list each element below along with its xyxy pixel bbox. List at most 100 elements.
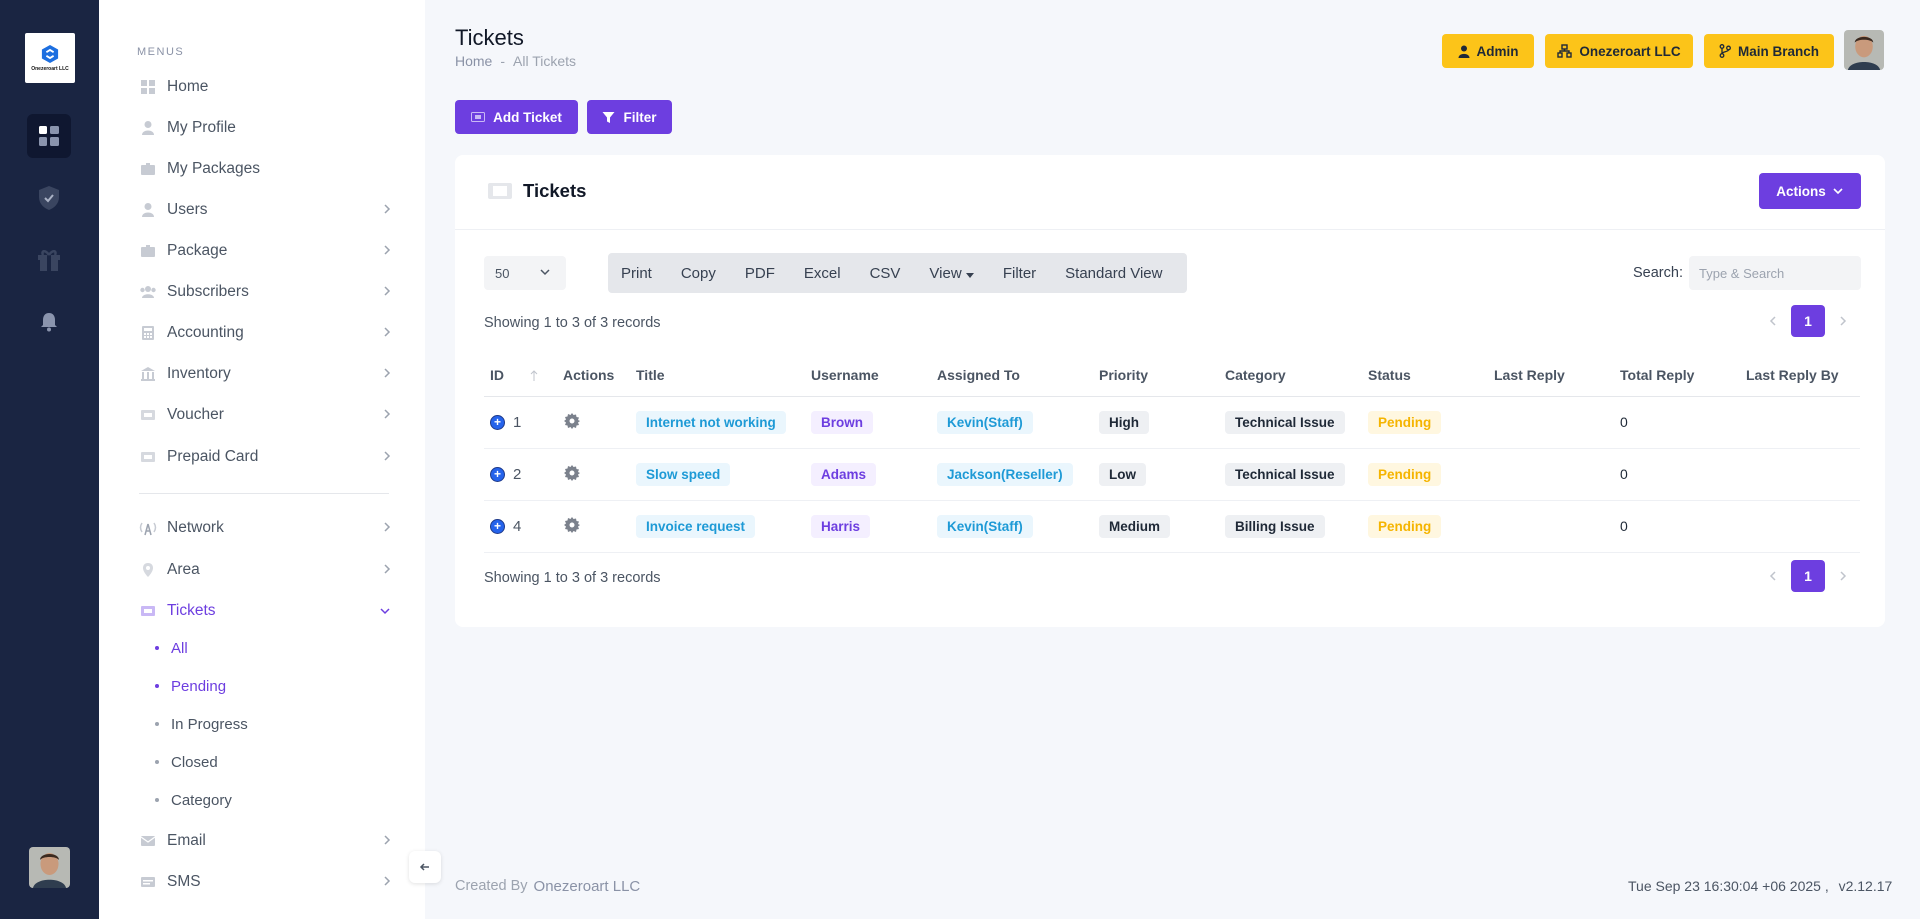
column-header-title[interactable]: Title xyxy=(630,354,805,397)
gear-icon[interactable] xyxy=(563,464,581,482)
excel-button[interactable]: Excel xyxy=(803,264,841,282)
prev-page-button[interactable] xyxy=(1755,559,1791,593)
ticket-id: 1 xyxy=(513,413,522,431)
admin-button[interactable]: Admin xyxy=(1442,34,1534,68)
status-cell: Pending xyxy=(1362,448,1488,501)
footer-company-link[interactable]: Onezeroart LLC xyxy=(533,878,641,895)
column-header-status[interactable]: Status xyxy=(1362,354,1488,397)
ticket-icon xyxy=(471,112,486,122)
tickets-sub-closed[interactable]: Closed xyxy=(155,751,218,773)
sidebar-item-subscribers[interactable]: Subscribers xyxy=(139,279,391,305)
breadcrumb-separator: - xyxy=(500,53,506,69)
column-header-priority[interactable]: Priority xyxy=(1093,354,1219,397)
avatar-image xyxy=(1844,30,1884,70)
next-page-button[interactable] xyxy=(1825,559,1861,593)
expand-row-icon[interactable]: + xyxy=(490,518,505,534)
chevron-right-icon xyxy=(384,835,391,845)
print-button[interactable]: Print xyxy=(621,264,652,282)
tickets-sub-in-progress[interactable]: In Progress xyxy=(155,713,248,735)
rail-security-button[interactable] xyxy=(27,176,71,220)
search-input[interactable] xyxy=(1689,256,1861,290)
tickets-sub-pending[interactable]: Pending xyxy=(155,675,226,697)
pdf-button[interactable]: PDF xyxy=(744,264,775,282)
user-icon xyxy=(139,201,157,219)
collapse-sidebar-button[interactable] xyxy=(409,851,441,883)
page-number-button[interactable]: 1 xyxy=(1791,560,1825,592)
column-header-last-reply[interactable]: Last Reply xyxy=(1488,354,1614,397)
branch-button[interactable]: Main Branch xyxy=(1704,34,1834,68)
prev-page-button[interactable] xyxy=(1755,304,1791,338)
sub-item-label: Pending xyxy=(171,677,227,695)
column-header-total-reply[interactable]: Total Reply xyxy=(1614,354,1740,397)
calculator-icon xyxy=(139,324,157,342)
ticket-title-link[interactable]: Slow speed xyxy=(636,462,731,486)
sidebar-item-label: Prepaid Card xyxy=(167,448,259,465)
gear-icon[interactable] xyxy=(563,516,581,534)
rail-gift-button[interactable] xyxy=(27,238,71,282)
column-header-last-reply-by[interactable]: Last Reply By xyxy=(1740,354,1860,397)
sidebar-item-accounting[interactable]: Accounting xyxy=(139,320,391,346)
page-number-button[interactable]: 1 xyxy=(1791,305,1825,337)
tickets-sub-category[interactable]: Category xyxy=(155,789,232,811)
pagination-top: 1 xyxy=(1755,304,1861,338)
tickets-table: ID Actions Title Username Assigned To Pr… xyxy=(484,354,1860,553)
standard-view-button[interactable]: Standard View xyxy=(1065,264,1163,282)
rail-notifications-button[interactable] xyxy=(27,300,71,344)
pagination-bottom: 1 xyxy=(1755,559,1861,593)
csv-button[interactable]: CSV xyxy=(869,264,901,282)
users-icon xyxy=(139,283,157,301)
sidebar-item-inventory[interactable]: Inventory xyxy=(139,361,391,387)
company-button[interactable]: Onezeroart LLC xyxy=(1545,34,1693,68)
table-row: +4 Invoice request Harris Kevin(Staff) M… xyxy=(484,500,1860,553)
add-ticket-label: Add Ticket xyxy=(493,109,562,125)
company-logo[interactable]: Onezeroart LLC xyxy=(25,33,75,83)
assigned-to-badge: Kevin(Staff) xyxy=(937,514,1033,538)
username-link[interactable]: Harris xyxy=(811,514,871,538)
actions-dropdown-button[interactable]: Actions xyxy=(1759,173,1861,209)
sidebar-item-users[interactable]: Users xyxy=(139,197,391,223)
priority-cell: Medium xyxy=(1093,500,1219,553)
column-header-assigned-to[interactable]: Assigned To xyxy=(931,354,1093,397)
add-ticket-button[interactable]: Add Ticket xyxy=(455,100,578,134)
rail-user-avatar[interactable] xyxy=(29,847,70,888)
sidebar-item-prepaid-card[interactable]: Prepaid Card xyxy=(139,444,391,470)
sidebar-item-area[interactable]: Area xyxy=(139,557,391,583)
sidebar-item-voucher[interactable]: Voucher xyxy=(139,402,391,428)
sidebar-item-sms[interactable]: SMS xyxy=(139,869,391,895)
user-icon xyxy=(139,119,157,137)
expand-row-icon[interactable]: + xyxy=(490,466,505,482)
view-dropdown-button[interactable]: View xyxy=(929,264,974,282)
column-header-category[interactable]: Category xyxy=(1219,354,1362,397)
sidebar-item-package[interactable]: Package xyxy=(139,238,391,264)
sidebar-item-my-profile[interactable]: My Profile xyxy=(139,115,391,141)
rail-dashboard-button[interactable] xyxy=(27,114,71,158)
sidebar-item-tickets[interactable]: Tickets xyxy=(139,598,391,624)
tickets-sub-all[interactable]: All xyxy=(155,637,188,659)
username-link[interactable]: Brown xyxy=(811,410,873,434)
sub-item-label: In Progress xyxy=(171,715,248,733)
user-avatar[interactable] xyxy=(1844,30,1884,70)
package-icon xyxy=(139,160,157,178)
gear-icon[interactable] xyxy=(563,412,581,430)
page-length-select[interactable]: 50 xyxy=(484,256,566,290)
sidebar-item-network[interactable]: Network xyxy=(139,515,391,541)
copy-button[interactable]: Copy xyxy=(680,264,716,282)
next-page-button[interactable] xyxy=(1825,304,1861,338)
sidebar-item-my-packages[interactable]: My Packages xyxy=(139,156,391,182)
table-filter-button[interactable]: Filter xyxy=(1002,264,1037,282)
view-label: View xyxy=(929,264,962,282)
sidebar-item-label: Area xyxy=(167,561,200,578)
column-header-id[interactable]: ID xyxy=(484,354,557,397)
breadcrumb: Home - All Tickets xyxy=(455,53,576,69)
datatable-buttons: Print Copy PDF Excel CSV View Filter Sta… xyxy=(608,253,1187,293)
sidebar-item-home[interactable]: Home xyxy=(139,74,391,100)
sidebar-item-email[interactable]: Email xyxy=(139,828,391,854)
breadcrumb-home-link[interactable]: Home xyxy=(455,53,493,69)
username-link[interactable]: Adams xyxy=(811,462,877,486)
bullet-dot xyxy=(155,684,159,688)
ticket-title-link[interactable]: Invoice request xyxy=(636,514,756,538)
expand-row-icon[interactable]: + xyxy=(490,414,505,430)
ticket-title-link[interactable]: Internet not working xyxy=(636,410,786,434)
filter-button[interactable]: Filter xyxy=(587,100,672,134)
column-header-username[interactable]: Username xyxy=(805,354,931,397)
